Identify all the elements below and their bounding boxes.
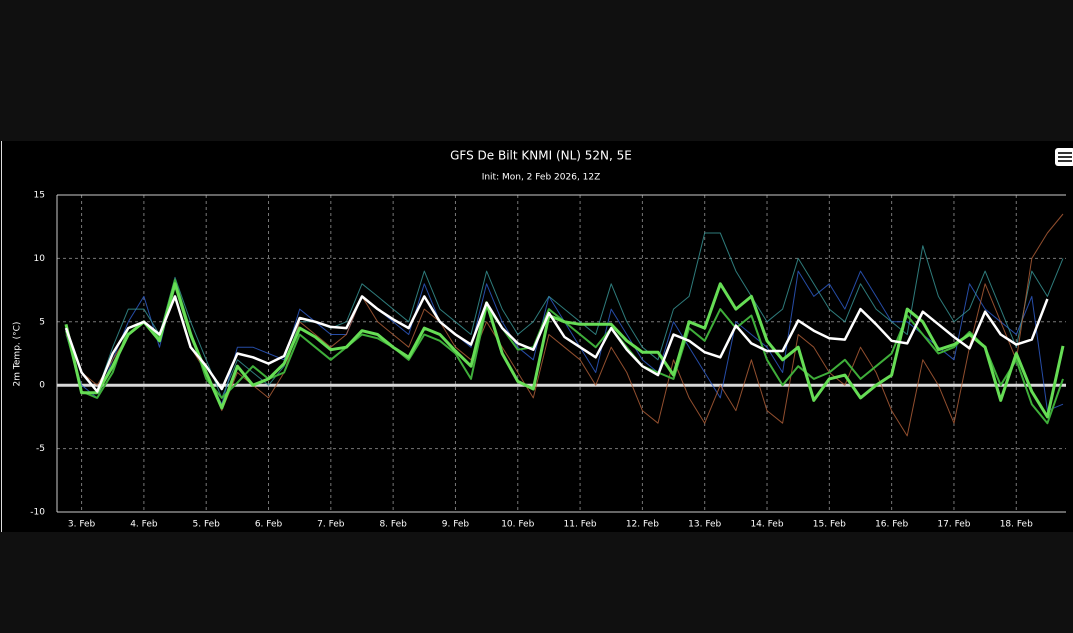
series-line (65, 232, 1064, 399)
x-tick-label: 17. Feb (937, 520, 970, 530)
menu-bar (1058, 160, 1072, 162)
chart-background (0, 141, 1073, 532)
y-tick-label: 5 (39, 317, 45, 327)
series-line (64, 282, 1065, 419)
x-tick-label: 12. Feb (626, 520, 659, 530)
series-line (64, 295, 1049, 393)
x-tick-label: 16. Feb (875, 520, 908, 530)
x-tick-label: 6. Feb (255, 520, 283, 530)
x-tick-label: 8. Feb (379, 520, 407, 530)
x-tick-label: 14. Feb (750, 520, 783, 530)
chart-title: GFS De Bilt KNMI (NL) 52N, 5E (450, 149, 632, 163)
x-tick-label: 13. Feb (688, 520, 721, 530)
x-tick-label: 10. Feb (501, 520, 534, 530)
x-tick-label: 4. Feb (130, 520, 158, 530)
y-tick-label: 10 (34, 254, 46, 264)
x-tick-label: 11. Feb (564, 520, 597, 530)
y-tick-label: -10 (30, 508, 45, 518)
y-tick-label: -5 (36, 444, 45, 454)
x-tick-label: 15. Feb (813, 520, 846, 530)
x-tick-label: 3. Feb (68, 520, 96, 530)
series-line (65, 213, 1064, 437)
y-tick-label: 15 (34, 191, 45, 201)
x-tick-label: 18. Feb (1000, 520, 1033, 530)
y-axis-label: 2m Temp. (°C) (13, 322, 23, 387)
menu-button[interactable] (1055, 148, 1073, 166)
x-tick-label: 9. Feb (442, 520, 470, 530)
menu-bar (1058, 156, 1072, 158)
x-tick-label: 7. Feb (317, 520, 345, 530)
x-tick-label: 5. Feb (193, 520, 221, 530)
y-tick-label: 0 (39, 381, 45, 391)
menu-bar (1058, 152, 1072, 154)
chart-subtitle: Init: Mon, 2 Feb 2026, 12Z (482, 173, 601, 183)
